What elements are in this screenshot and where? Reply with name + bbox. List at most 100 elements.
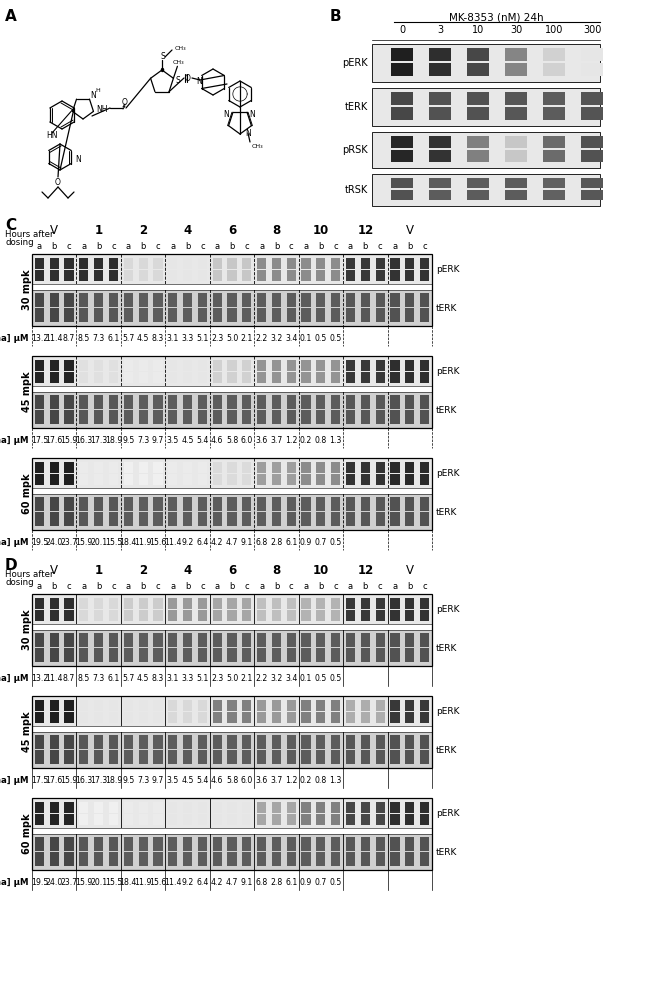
Bar	[257, 618, 266, 619]
Bar	[391, 185, 413, 187]
Bar	[346, 397, 355, 399]
Bar	[242, 709, 252, 711]
Bar	[168, 657, 177, 658]
Bar	[124, 634, 133, 635]
Bar	[376, 650, 385, 651]
Bar	[124, 843, 133, 844]
Bar	[227, 817, 237, 818]
Bar	[376, 822, 385, 823]
Bar	[168, 660, 177, 661]
Bar	[124, 718, 133, 720]
Bar	[138, 747, 148, 749]
Bar	[94, 861, 103, 862]
Bar	[346, 806, 355, 807]
Bar	[138, 599, 148, 601]
Bar	[257, 471, 266, 472]
Bar	[213, 368, 222, 370]
Bar	[420, 361, 429, 363]
Bar	[109, 634, 118, 635]
Bar	[346, 508, 355, 510]
Bar	[213, 642, 222, 643]
Bar	[49, 502, 58, 505]
Bar	[213, 293, 222, 294]
Bar	[138, 260, 148, 261]
Bar	[124, 806, 133, 807]
Bar	[376, 502, 385, 504]
Bar	[272, 381, 281, 383]
Bar	[361, 808, 370, 809]
Bar	[168, 311, 177, 313]
Bar	[94, 258, 103, 259]
Text: tERK: tERK	[436, 304, 458, 313]
Bar	[420, 838, 429, 839]
Bar	[331, 715, 341, 717]
Bar	[376, 407, 385, 408]
Bar	[317, 464, 326, 465]
Bar	[242, 811, 252, 812]
Text: 6.1: 6.1	[107, 673, 120, 682]
Bar	[405, 658, 414, 659]
Bar	[64, 861, 73, 862]
Bar	[49, 316, 58, 318]
Bar	[287, 468, 296, 469]
Bar	[153, 638, 162, 639]
Bar	[331, 654, 341, 655]
Bar	[331, 418, 341, 419]
Bar	[153, 818, 162, 819]
Bar	[124, 745, 133, 747]
Bar	[138, 513, 148, 515]
Bar	[124, 379, 133, 381]
Bar	[94, 474, 103, 475]
Bar	[227, 396, 237, 398]
Bar	[467, 69, 489, 70]
Bar	[183, 644, 192, 645]
Bar	[361, 481, 370, 482]
Bar	[198, 481, 207, 482]
Bar	[420, 414, 429, 415]
Bar	[287, 497, 296, 498]
Bar	[198, 758, 207, 760]
Bar	[391, 758, 400, 760]
Bar	[79, 760, 88, 762]
Bar	[420, 262, 429, 263]
Bar	[198, 751, 207, 753]
Bar	[79, 518, 88, 520]
Bar	[391, 462, 400, 463]
Bar	[94, 804, 103, 805]
Bar	[227, 756, 237, 758]
Bar	[183, 843, 192, 844]
Bar	[168, 418, 177, 419]
Bar	[405, 298, 414, 299]
Bar	[361, 815, 370, 816]
Bar	[376, 634, 385, 635]
Bar	[138, 858, 148, 859]
Bar	[376, 405, 385, 406]
Bar	[213, 746, 222, 748]
Bar	[138, 310, 148, 312]
Text: c: c	[111, 241, 116, 250]
Bar	[405, 716, 414, 718]
Bar	[94, 846, 103, 847]
Bar	[168, 615, 177, 616]
Bar	[79, 634, 88, 635]
Bar	[227, 735, 237, 737]
Bar	[183, 470, 192, 471]
Bar	[168, 419, 177, 420]
Bar	[346, 849, 355, 850]
Bar	[64, 265, 73, 266]
Bar	[124, 515, 133, 517]
Bar	[153, 500, 162, 501]
Bar	[302, 602, 311, 603]
Bar	[287, 601, 296, 603]
Bar	[168, 841, 177, 842]
Bar	[302, 372, 311, 374]
Bar	[138, 802, 148, 804]
Bar	[49, 804, 58, 805]
Bar	[272, 602, 281, 603]
Bar	[213, 475, 222, 476]
Bar	[79, 275, 88, 276]
Bar	[49, 422, 58, 423]
Bar	[317, 860, 326, 861]
Bar	[35, 462, 44, 463]
Bar	[257, 714, 266, 716]
